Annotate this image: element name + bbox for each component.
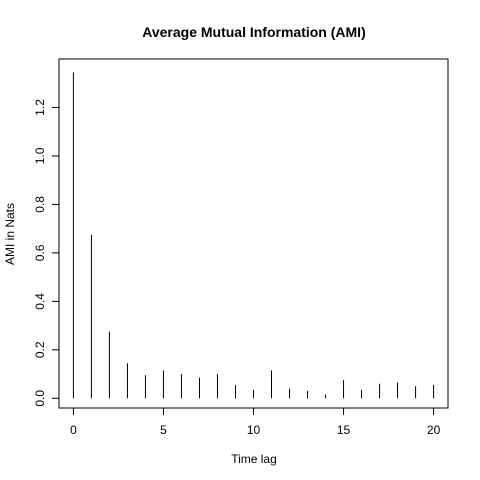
x-axis: 0 5 10 15 20 <box>70 408 441 437</box>
x-tick-label: 10 <box>247 423 261 437</box>
y-axis-label: AMI in Nats <box>3 203 17 265</box>
bars-group <box>73 72 433 398</box>
x-tick-label: 0 <box>70 423 77 437</box>
y-axis: 0.0 0.2 0.4 0.6 0.8 1.0 1.2 <box>33 99 59 407</box>
y-tick-label: 1.2 <box>33 99 47 116</box>
y-tick-label: 0.6 <box>33 244 47 261</box>
chart-title: Average Mutual Information (AMI) <box>142 24 366 40</box>
y-tick-label: 0.4 <box>33 293 47 310</box>
plot-frame <box>59 59 448 408</box>
y-tick-label: 0.2 <box>33 341 47 358</box>
x-axis-label: Time lag <box>231 452 277 466</box>
x-tick-label: 20 <box>427 423 441 437</box>
x-tick-label: 5 <box>160 423 167 437</box>
y-tick-label: 1.0 <box>33 147 47 164</box>
x-tick-label: 15 <box>337 423 351 437</box>
y-tick-label: 0.0 <box>33 390 47 407</box>
y-tick-label: 0.8 <box>33 196 47 213</box>
